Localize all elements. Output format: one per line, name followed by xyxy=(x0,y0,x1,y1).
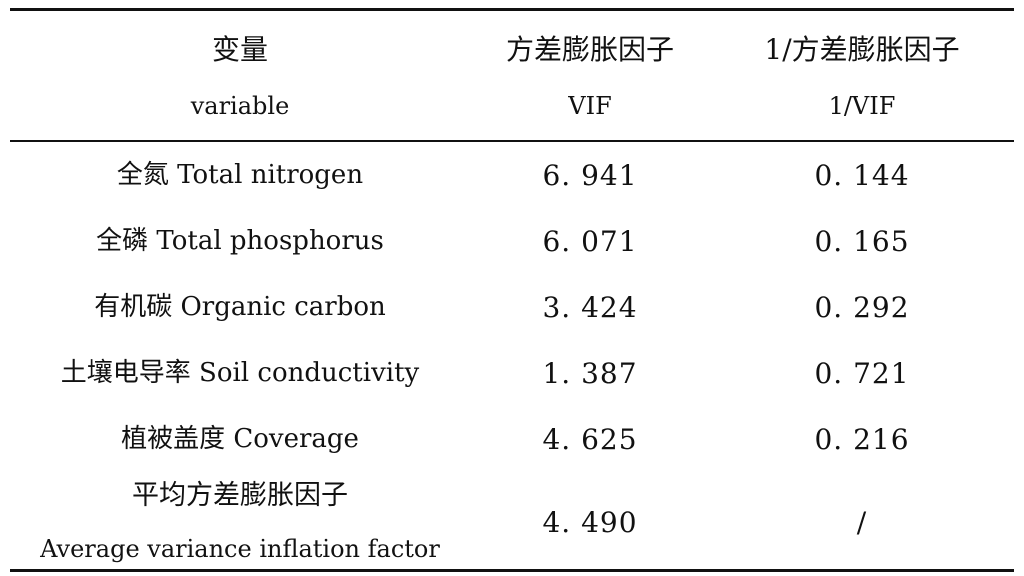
inv-vif-cell: 0. 216 xyxy=(814,422,910,456)
header-vif: 方差膨胀因子 VIF xyxy=(470,22,710,132)
header-inv-vif: 1/方差膨胀因子 1/VIF xyxy=(710,22,1014,132)
header-variable-en: variable xyxy=(190,92,290,120)
vif-cell: 4. 625 xyxy=(542,422,638,456)
header-inv-vif-en: 1/VIF xyxy=(828,92,896,120)
summary-variable-cell: 平均方差膨胀因子 Average variance inflation fact… xyxy=(10,476,470,568)
inv-vif-cell: 0. 721 xyxy=(814,356,910,390)
header-vif-zh: 方差膨胀因子 xyxy=(505,33,674,66)
table-top-rule xyxy=(10,8,1014,11)
summary-inv-vif-cell: / xyxy=(856,505,868,539)
header-inv-vif-zh: 1/方差膨胀因子 xyxy=(764,33,960,66)
header-variable-zh: 变量 xyxy=(211,33,268,66)
variable-cell: 全氮 Total nitrogen xyxy=(116,160,364,190)
summary-variable-zh: 平均方差膨胀因子 xyxy=(132,480,348,511)
inv-vif-cell: 0. 144 xyxy=(814,158,910,192)
header-vif-en: VIF xyxy=(568,92,612,120)
vif-cell: 6. 071 xyxy=(542,224,638,258)
vif-cell: 6. 941 xyxy=(542,158,638,192)
summary-vif-cell: 4. 490 xyxy=(542,505,638,539)
variable-cell: 有机碳 Organic carbon xyxy=(94,292,386,322)
inv-vif-cell: 0. 165 xyxy=(814,224,910,258)
summary-variable-en: Average variance inflation factor xyxy=(40,535,440,563)
vif-cell: 1. 387 xyxy=(542,356,638,390)
variable-cell: 土壤电导率 Soil conductivity xyxy=(60,358,420,388)
header-variable: 变量 variable xyxy=(10,22,470,132)
variable-cell: 全磷 Total phosphorus xyxy=(96,226,384,256)
table-header-rule xyxy=(10,140,1014,142)
table-bottom-rule xyxy=(10,569,1014,572)
variable-cell: 植被盖度 Coverage xyxy=(121,424,359,454)
inv-vif-cell: 0. 292 xyxy=(814,290,910,324)
vif-cell: 3. 424 xyxy=(542,290,638,324)
